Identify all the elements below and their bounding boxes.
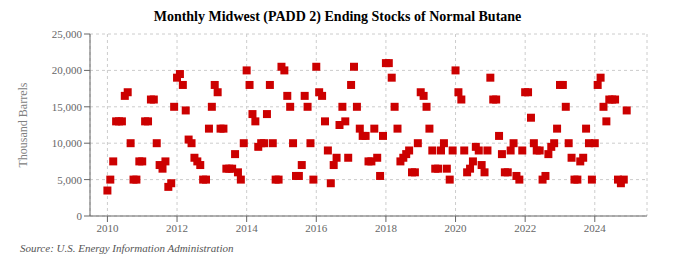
svg-text:2014: 2014	[236, 222, 259, 234]
svg-text:0: 0	[77, 210, 83, 222]
svg-text:2022: 2022	[514, 222, 536, 234]
svg-text:2020: 2020	[445, 222, 468, 234]
svg-text:2010: 2010	[96, 222, 119, 234]
svg-text:20,000: 20,000	[52, 64, 83, 76]
svg-text:2024: 2024	[584, 222, 607, 234]
svg-text:15,000: 15,000	[52, 101, 83, 113]
svg-text:25,000: 25,000	[52, 28, 83, 40]
svg-text:2018: 2018	[375, 222, 398, 234]
html-text:Source: U.S. Energy Informatio: Source: U.S. Energy Information Administ…	[20, 242, 234, 254]
html-text:Monthly Midwest (PADD 2) Endin: Monthly Midwest (PADD 2) Ending Stocks o…	[153, 9, 522, 24]
svg-text:5,000: 5,000	[57, 174, 82, 186]
svg-text:2016: 2016	[305, 222, 328, 234]
svg-text:2012: 2012	[166, 222, 188, 234]
svg-text:Thousand Barrels: Thousand Barrels	[16, 82, 30, 167]
svg-text:10,000: 10,000	[52, 137, 83, 149]
